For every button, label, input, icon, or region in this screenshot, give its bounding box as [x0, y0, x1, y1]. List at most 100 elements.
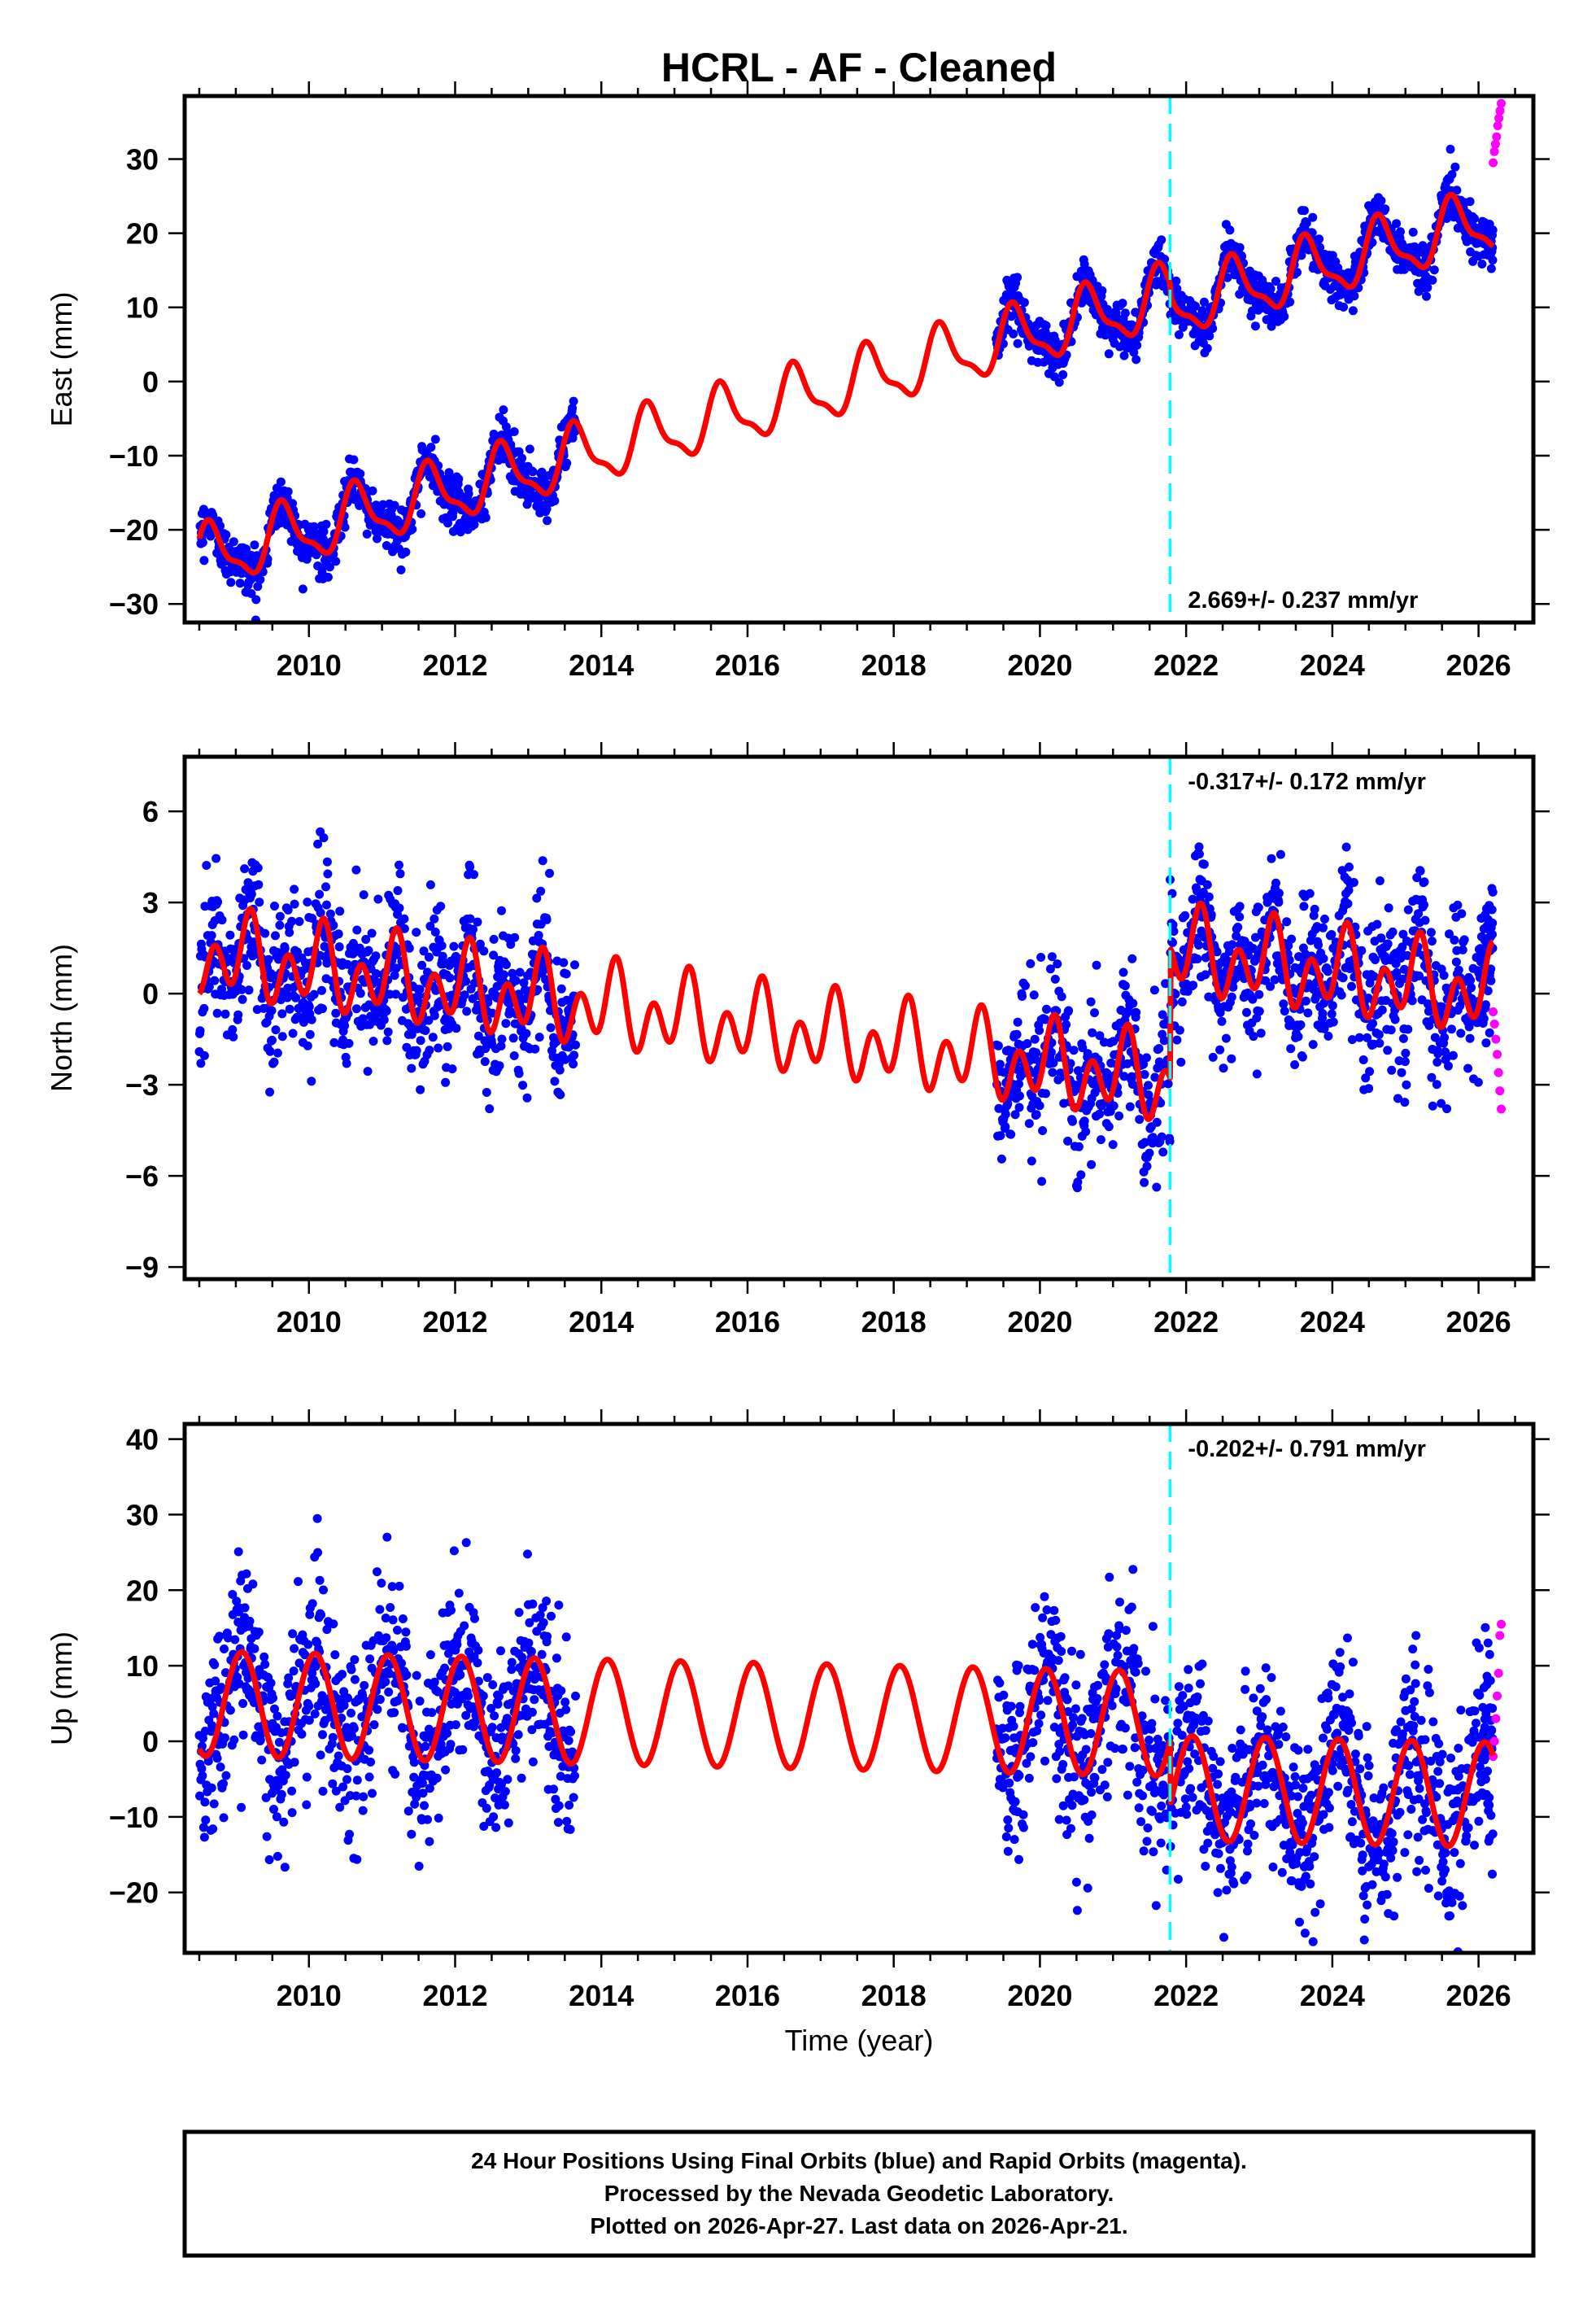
data-point: [364, 1745, 374, 1755]
data-point: [1396, 227, 1405, 237]
data-point: [554, 1601, 564, 1610]
data-point: [367, 928, 377, 938]
data-point: [271, 931, 280, 941]
data-point: [358, 1806, 368, 1815]
data-point: [294, 1577, 303, 1587]
data-point: [1197, 306, 1207, 316]
data-point: [1104, 349, 1114, 359]
data-point: [1035, 1025, 1044, 1035]
data-point: [510, 932, 520, 942]
data-point: [288, 1629, 298, 1639]
data-point: [403, 1806, 413, 1816]
data-point: [511, 1745, 521, 1755]
data-point: [1388, 927, 1398, 937]
data-point: [1397, 1068, 1406, 1077]
data-point: [464, 489, 473, 499]
data-point: [219, 1813, 229, 1823]
data-point: [499, 405, 508, 415]
data-point: [201, 1815, 211, 1825]
data-point: [1327, 1009, 1337, 1019]
data-point: [1299, 206, 1309, 216]
data-point: [1448, 1050, 1458, 1060]
data-point: [228, 1024, 238, 1034]
data-point: [1037, 1177, 1047, 1186]
data-point: [1180, 911, 1190, 920]
x-tick-label: 2014: [569, 1305, 634, 1339]
data-point: [454, 474, 464, 484]
data-point: [366, 1758, 376, 1767]
chart-title: HCRL - AF - Cleaned: [661, 45, 1057, 90]
data-point: [445, 474, 454, 483]
rapid-data-point: [1490, 139, 1500, 149]
data-point: [323, 869, 333, 879]
data-point: [1174, 330, 1184, 339]
data-point: [343, 1693, 352, 1703]
data-point: [1054, 378, 1064, 387]
data-point: [352, 925, 362, 935]
data-point: [1484, 222, 1494, 231]
data-point: [340, 1021, 350, 1031]
data-point: [1019, 298, 1029, 308]
data-point: [1127, 954, 1137, 963]
y-tick-label: −30: [109, 587, 159, 621]
data-point: [1488, 230, 1497, 240]
data-point: [556, 1090, 565, 1099]
data-point: [458, 1745, 468, 1754]
data-point: [1297, 251, 1306, 260]
data-point: [307, 1077, 316, 1086]
data-point: [270, 902, 279, 911]
data-point: [443, 1728, 452, 1738]
x-tick-label: 2012: [422, 1305, 487, 1339]
data-point: [426, 443, 436, 452]
data-point: [377, 1579, 386, 1588]
data-point: [1014, 1103, 1024, 1112]
data-point: [1467, 983, 1476, 993]
y-tick-label: 6: [142, 795, 159, 828]
data-point: [504, 1818, 513, 1828]
data-point: [406, 1022, 416, 1032]
data-point: [1315, 234, 1324, 244]
data-point: [1290, 1060, 1300, 1069]
data-point: [1470, 214, 1479, 224]
data-point: [238, 1699, 248, 1708]
data-point: [368, 1788, 377, 1798]
data-point: [571, 1040, 580, 1050]
data-point: [1219, 1063, 1228, 1073]
data-point: [518, 1081, 528, 1090]
data-point: [417, 960, 427, 970]
data-point: [229, 537, 238, 547]
data-point: [1457, 909, 1467, 919]
data-point: [412, 1046, 421, 1055]
data-point: [507, 1657, 517, 1667]
data-point: [279, 1817, 289, 1827]
data-point: [996, 1154, 1006, 1164]
data-point: [246, 889, 256, 899]
data-point: [396, 565, 406, 574]
data-point: [559, 958, 569, 967]
data-point: [1235, 902, 1245, 911]
data-point: [1348, 306, 1358, 316]
north-rapid-orbit-points: [1489, 1007, 1506, 1114]
data-point: [375, 1695, 385, 1704]
data-point: [198, 1771, 207, 1780]
data-point: [1024, 1119, 1034, 1129]
data-point: [312, 1513, 322, 1523]
data-point: [499, 1800, 509, 1810]
data-point: [539, 1618, 548, 1627]
data-point: [1163, 1079, 1173, 1089]
data-point: [1191, 301, 1200, 311]
data-point: [1202, 880, 1212, 889]
data-point: [1282, 917, 1292, 927]
data-point: [470, 1614, 479, 1623]
data-point: [1012, 1029, 1022, 1039]
data-point: [1481, 1038, 1491, 1048]
data-point: [423, 1815, 432, 1824]
data-point: [365, 1654, 375, 1664]
data-point: [1299, 902, 1309, 911]
data-point: [1486, 264, 1496, 273]
data-point: [260, 928, 270, 938]
data-point: [489, 934, 499, 944]
data-point: [1310, 904, 1319, 914]
data-point: [342, 1764, 352, 1774]
data-point: [1439, 971, 1449, 980]
